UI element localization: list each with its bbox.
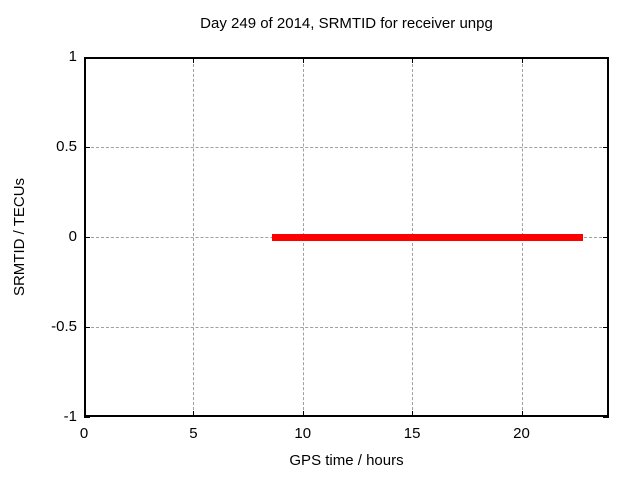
x-tick-top bbox=[302, 57, 304, 63]
x-tick-bottom bbox=[412, 411, 414, 417]
y-tick-left bbox=[84, 417, 90, 418]
y-tick-label: 1 bbox=[68, 48, 77, 65]
y-tick-left bbox=[84, 147, 90, 148]
y-tick-left bbox=[84, 237, 90, 238]
x-tick-label: 20 bbox=[513, 425, 530, 442]
x-tick-bottom bbox=[521, 411, 523, 417]
y-tick-label: 0.5 bbox=[56, 138, 77, 155]
x-tick-label: 5 bbox=[189, 425, 198, 442]
x-tick-top bbox=[521, 57, 523, 63]
y-tick-label: -0.5 bbox=[51, 318, 77, 335]
x-tick-label: 10 bbox=[294, 425, 312, 442]
x-axis-label: GPS time / hours bbox=[289, 452, 404, 469]
plot-border bbox=[84, 57, 609, 417]
y-tick-right bbox=[603, 327, 609, 328]
y-gridline bbox=[86, 327, 607, 328]
x-tick-bottom bbox=[193, 411, 195, 417]
y-tick-label: -1 bbox=[63, 408, 77, 425]
y-tick-right bbox=[603, 147, 609, 148]
x-tick-top bbox=[412, 57, 414, 63]
y-tick-left bbox=[84, 327, 90, 328]
x-tick-label: 0 bbox=[79, 425, 89, 442]
x-tick-bottom bbox=[302, 411, 304, 417]
series-line-srmtid bbox=[272, 233, 583, 241]
y-gridline bbox=[86, 147, 607, 148]
y-tick-right bbox=[603, 417, 609, 418]
chart-title: Day 249 of 2014, SRMTID for receiver unp… bbox=[200, 15, 493, 32]
y-tick-label: 0 bbox=[68, 228, 77, 245]
y-tick-right bbox=[603, 237, 609, 238]
x-tick-label: 15 bbox=[403, 425, 421, 442]
x-tick-top bbox=[193, 57, 195, 63]
